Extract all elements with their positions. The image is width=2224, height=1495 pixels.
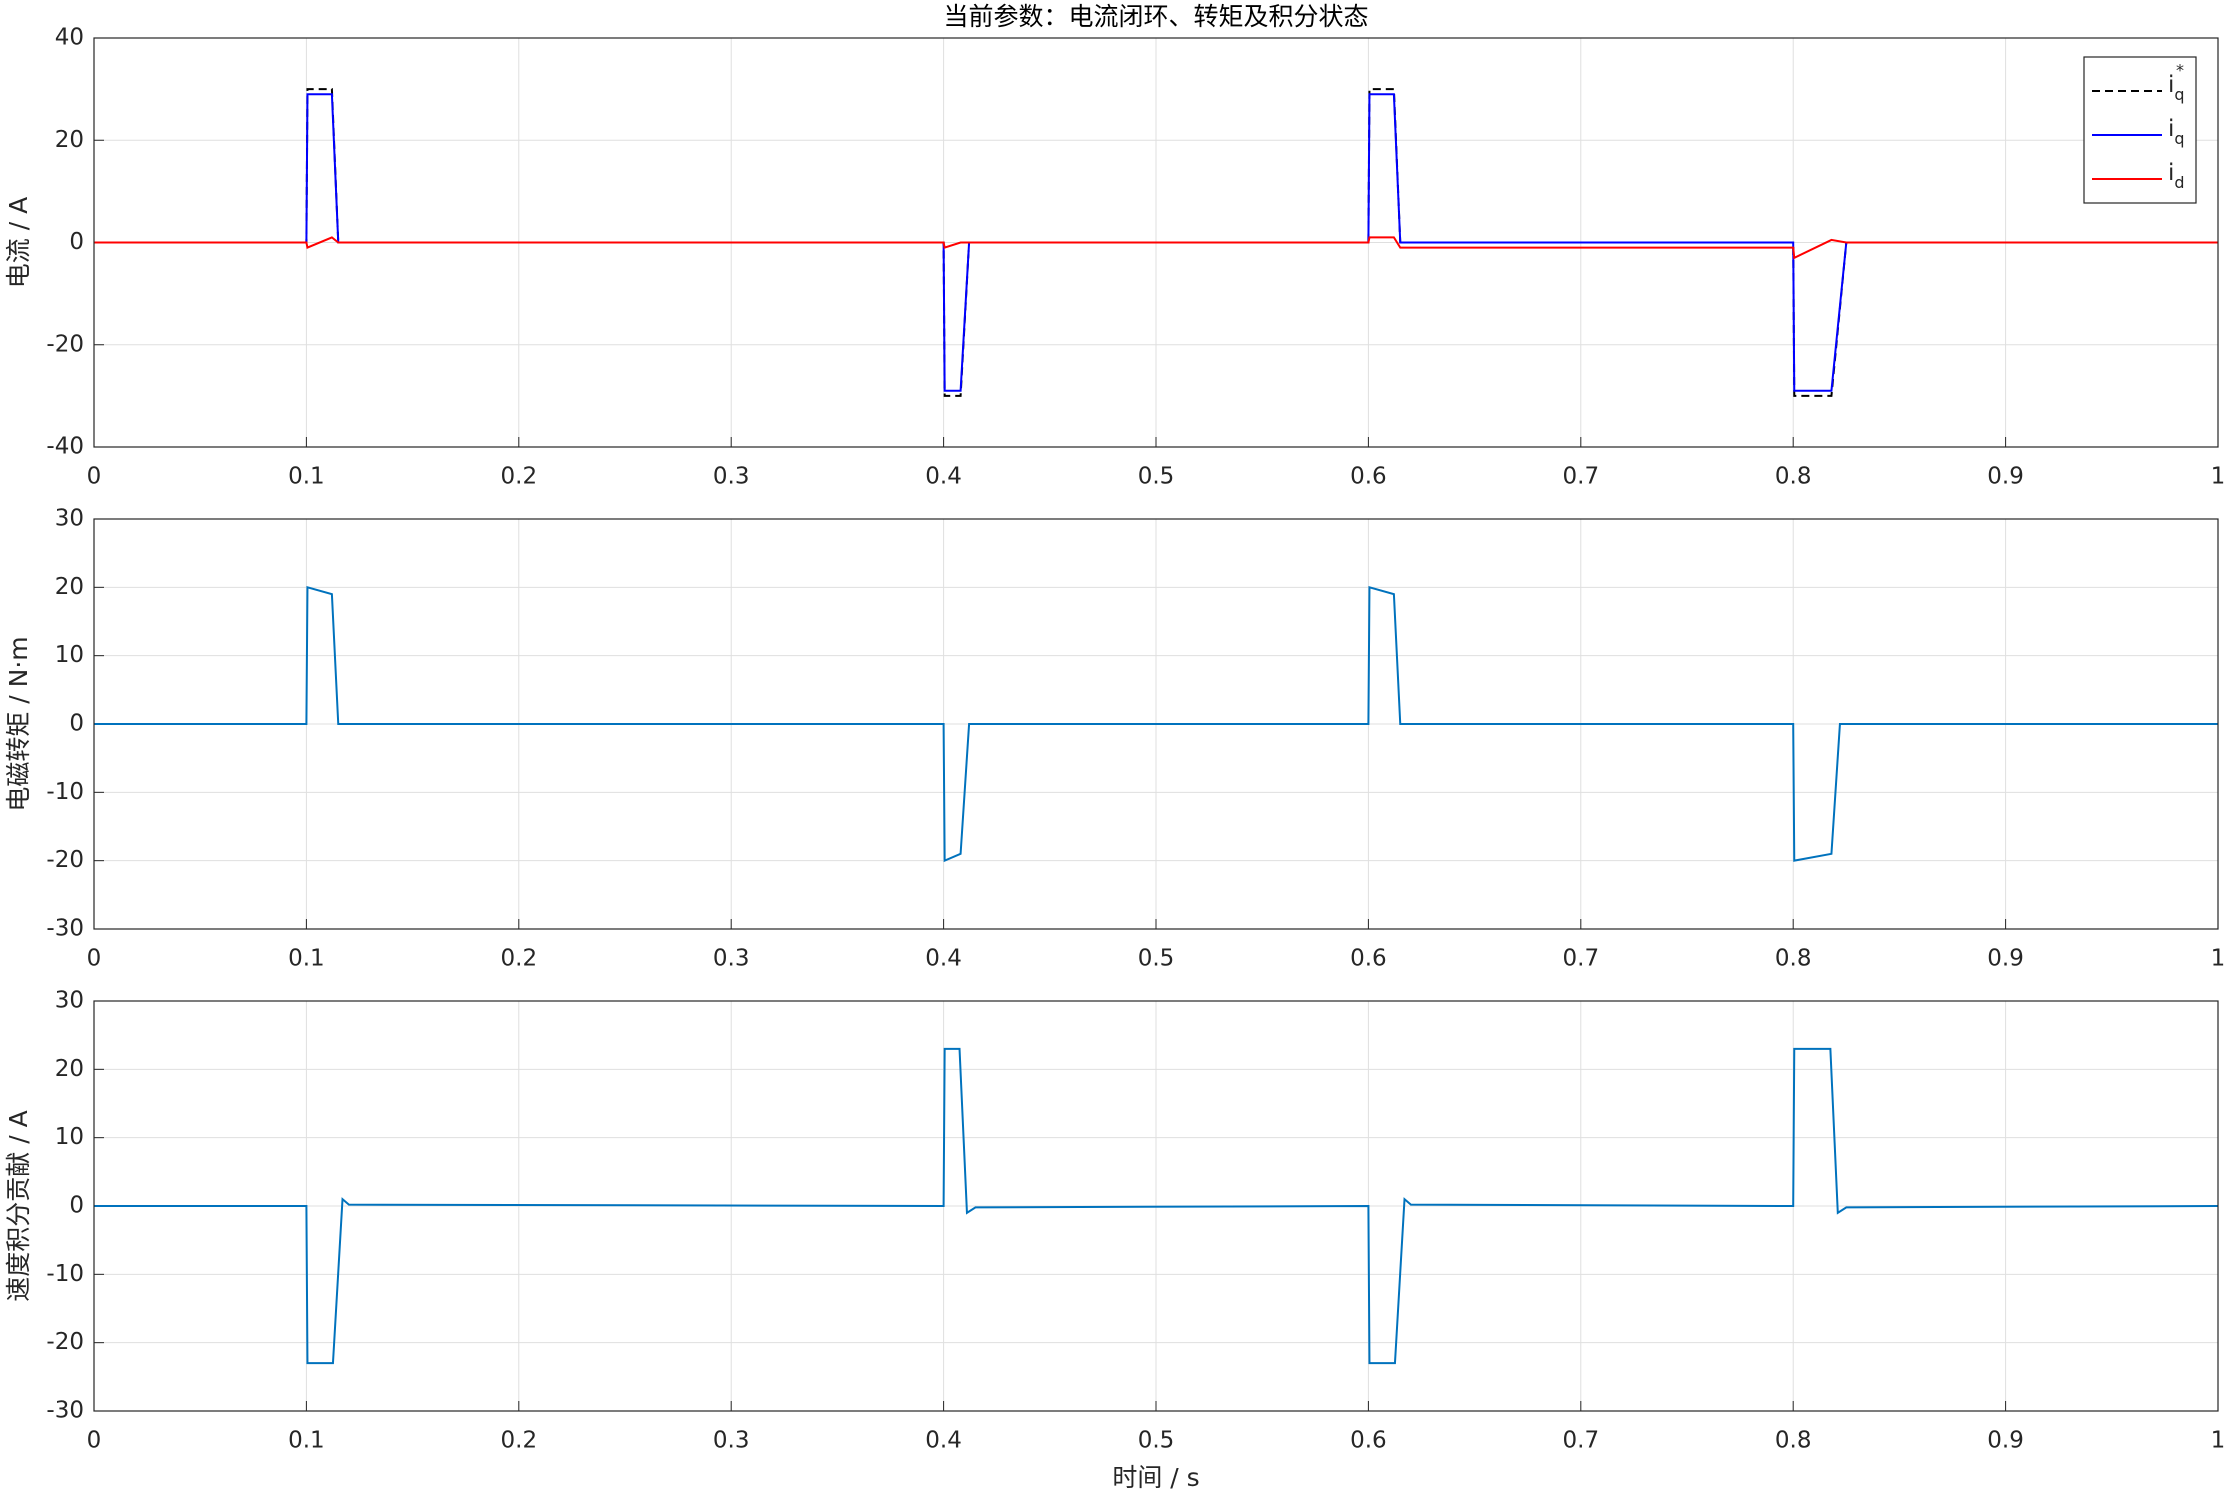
x-tick-label: 0.6 (1350, 946, 1387, 972)
axes-box (93, 518, 2219, 930)
x-tick-label: 0.8 (1775, 464, 1812, 490)
y-tick-label: 20 (55, 127, 84, 153)
legend-label: iq (2168, 72, 2185, 104)
x-tick-label: 0.9 (1987, 1428, 2024, 1454)
y-tick-label: -20 (46, 1329, 84, 1355)
x-tick-label: 0.7 (1563, 1428, 1600, 1454)
x-tick-label: 0.1 (288, 946, 325, 972)
legend-name: i (2168, 72, 2174, 98)
x-tick-label: 0.8 (1775, 1428, 1812, 1454)
x-tick-label: 0.4 (925, 464, 962, 490)
y-tick-label: -20 (46, 847, 84, 873)
x-tick-label: 0.2 (501, 464, 538, 490)
y-tick-label: -20 (46, 331, 84, 357)
x-tick-label: 0.5 (1138, 946, 1175, 972)
x-tick-label: 0.4 (925, 1428, 962, 1454)
y-tick-label: -30 (46, 916, 84, 942)
y-tick-label: 10 (55, 1124, 84, 1150)
x-tick-label: 0.4 (925, 946, 962, 972)
x-tick-label: 0.8 (1775, 946, 1812, 972)
x-tick-label: 0.3 (713, 946, 750, 972)
y-tick-label: -10 (46, 1261, 84, 1287)
x-tick-label: 0.7 (1563, 946, 1600, 972)
y-tick-label: 20 (55, 1056, 84, 1082)
x-tick-label: 0.6 (1350, 1428, 1387, 1454)
x-tick-label: 0 (87, 1428, 102, 1454)
y-axis-label: 速度积分贡献 / A (4, 1110, 33, 1301)
y-axis-label: 电磁转矩 / N·m (4, 636, 33, 811)
legend-subscript: q (2174, 85, 2184, 104)
x-tick-label: 0.1 (288, 464, 325, 490)
x-axis-label: 时间 / s (1112, 1463, 1199, 1492)
y-tick-label: 10 (55, 642, 84, 668)
x-tick-label: 1 (2211, 464, 2224, 490)
x-tick-label: 1 (2211, 946, 2224, 972)
legend-subscript: q (2174, 129, 2184, 148)
y-tick-label: -30 (46, 1398, 84, 1424)
x-tick-label: 0 (87, 946, 102, 972)
series-line (94, 1047, 2219, 1365)
legend-label: id (2168, 160, 2185, 192)
series-line (94, 586, 2218, 863)
series-line (94, 236, 2218, 260)
x-tick-label: 0.3 (713, 1428, 750, 1454)
legend-superscript: * (2176, 61, 2184, 80)
legend-name: i (2168, 116, 2174, 142)
x-tick-label: 0 (87, 464, 102, 490)
y-tick-label: 20 (55, 574, 84, 600)
axes-box (93, 37, 2219, 448)
x-tick-label: 0.6 (1350, 464, 1387, 490)
y-axis-label: 电流 / A (4, 197, 33, 288)
y-tick-label: -40 (46, 434, 84, 460)
y-tick-label: 40 (55, 25, 84, 51)
x-tick-label: 0.2 (501, 946, 538, 972)
x-tick-label: 1 (2211, 1428, 2224, 1454)
legend-subscript: d (2174, 173, 2184, 192)
y-tick-label: 0 (69, 711, 84, 737)
x-tick-label: 0.9 (1987, 464, 2024, 490)
y-tick-label: 30 (55, 506, 84, 532)
x-tick-label: 0.1 (288, 1428, 325, 1454)
y-tick-label: 0 (69, 229, 84, 255)
x-tick-label: 0.3 (713, 464, 750, 490)
legend-label: iq (2168, 116, 2185, 148)
legend-name: i (2168, 160, 2174, 186)
x-tick-label: 0.5 (1138, 1428, 1175, 1454)
x-tick-label: 0.7 (1563, 464, 1600, 490)
axes-box (93, 1000, 2219, 1412)
y-tick-label: 0 (69, 1193, 84, 1219)
y-tick-label: 30 (55, 988, 84, 1014)
chart-title: 当前参数：电流闭环、转矩及积分状态 (943, 2, 1368, 31)
x-tick-label: 0.9 (1987, 946, 2024, 972)
y-tick-label: -10 (46, 779, 84, 805)
x-tick-label: 0.2 (501, 1428, 538, 1454)
x-tick-label: 0.5 (1138, 464, 1175, 490)
